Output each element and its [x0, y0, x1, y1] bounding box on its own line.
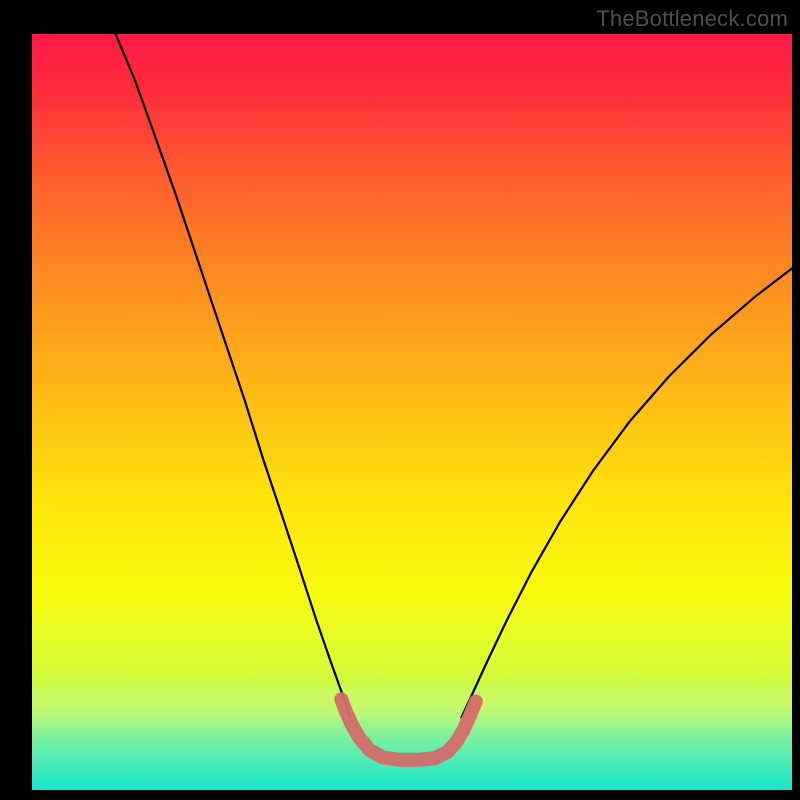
frame-border-right [792, 0, 800, 800]
watermark-text: TheBottleneck.com [596, 6, 788, 32]
chart-container: TheBottleneck.com [0, 0, 800, 800]
plot-gradient-background [32, 34, 792, 790]
frame-border-left [0, 0, 32, 800]
frame-border-bottom [0, 790, 800, 800]
bottleneck-curve-chart [0, 0, 800, 800]
optimal-green-band [32, 684, 792, 790]
